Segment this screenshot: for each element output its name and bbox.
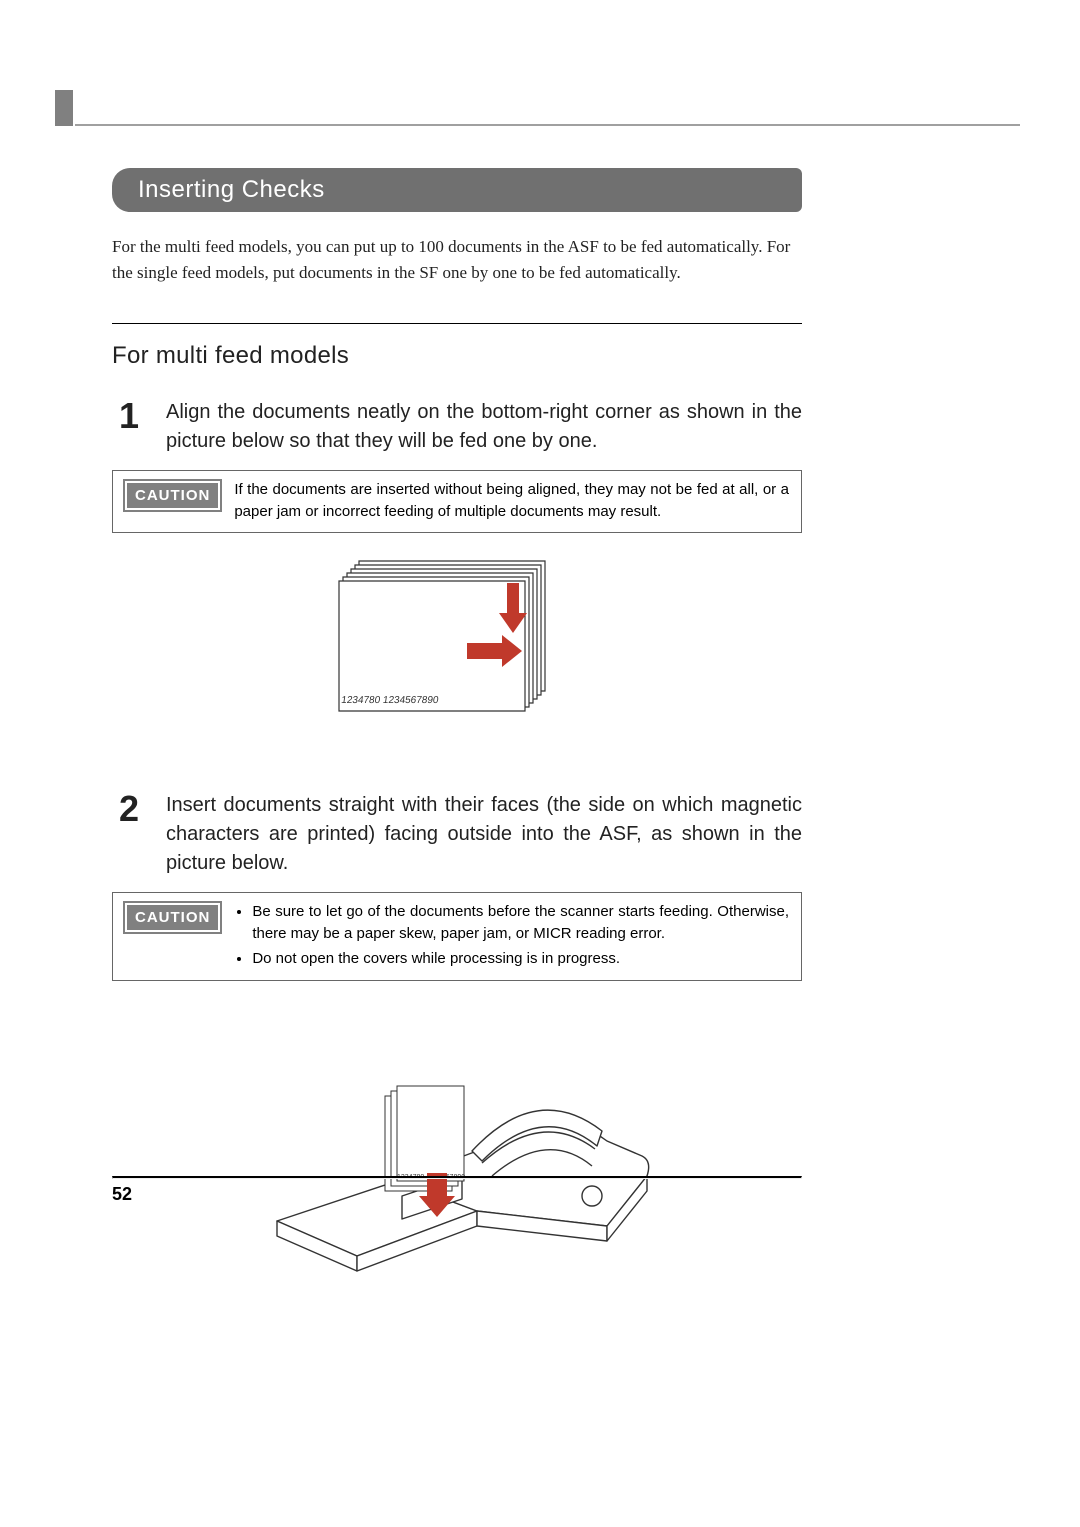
section-intro: For the multi feed models, you can put u… xyxy=(112,234,802,287)
figure-scanner: 1234780 1234567890 xyxy=(247,1001,667,1281)
section-title: Inserting Checks xyxy=(112,168,802,212)
caution-badge: CAUTION xyxy=(125,481,220,510)
caution-item: Be sure to let go of the documents befor… xyxy=(252,901,789,946)
caution-box-2: CAUTION Be sure to let go of the documen… xyxy=(112,892,802,982)
subsection-title: For multi feed models xyxy=(112,342,802,370)
step-text: Insert documents straight with their fac… xyxy=(166,791,802,878)
figure-check-stack: 1234780 1234567890 xyxy=(307,553,607,763)
subsection-rule xyxy=(112,323,802,324)
caution-list: Be sure to let go of the documents befor… xyxy=(234,901,789,973)
caution-text: If the documents are inserted without be… xyxy=(234,479,789,524)
micr-text: 1234780 1234567890 xyxy=(340,695,439,706)
step-1: 1 Align the documents neatly on the bott… xyxy=(112,398,802,456)
step-text: Align the documents neatly on the bottom… xyxy=(166,398,802,456)
caution-badge: CAUTION xyxy=(125,903,220,932)
step-number: 2 xyxy=(112,791,146,878)
top-rule xyxy=(75,124,1020,126)
page-number: 52 xyxy=(112,1184,132,1205)
step-2: 2 Insert documents straight with their f… xyxy=(112,791,802,878)
bottom-rule xyxy=(112,1176,802,1179)
caution-box-1: CAUTION If the documents are inserted wi… xyxy=(112,470,802,533)
page-content: Inserting Checks For the multi feed mode… xyxy=(112,168,802,1291)
caution-item: Do not open the covers while processing … xyxy=(252,948,789,971)
step-number: 1 xyxy=(112,398,146,456)
side-tab xyxy=(55,90,73,126)
